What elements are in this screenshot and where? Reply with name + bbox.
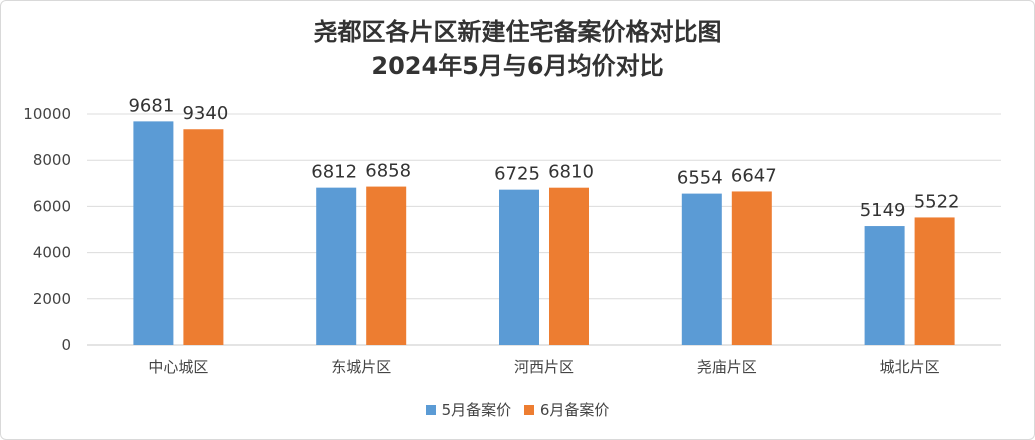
- x-tick-label: 东城片区: [331, 358, 391, 376]
- data-label: 6810: [548, 162, 594, 183]
- legend-label-june: 6月备案价: [539, 401, 610, 419]
- data-label: 6812: [311, 162, 357, 183]
- y-tick-label: 6000: [33, 197, 71, 215]
- bar-may: [499, 189, 539, 345]
- data-label: 9681: [128, 95, 174, 116]
- data-labels: 9681 9340 6812 6858 6725 6810 6554 6647 5149 5522: [128, 95, 959, 221]
- legend-swatch-may: [425, 404, 436, 415]
- data-label: 9340: [182, 103, 228, 124]
- bar-june: [366, 186, 407, 345]
- x-tick-label: 中心城区: [148, 358, 208, 376]
- y-tick-label: 0: [61, 336, 71, 354]
- data-label: 6554: [677, 168, 723, 189]
- legend-swatch-june: [523, 404, 534, 415]
- y-tick-label: 2000: [33, 290, 71, 308]
- bar-june: [183, 129, 224, 345]
- data-label: 6725: [494, 164, 540, 185]
- y-tick-label: 10000: [23, 105, 71, 123]
- data-label: 5522: [914, 191, 960, 212]
- x-tick-label: 尧庙片区: [697, 358, 757, 376]
- bar-may: [316, 187, 357, 345]
- chart-title: 尧都区各片区新建住宅备案价格对比图: [313, 18, 722, 46]
- chart-title-block: 尧都区各片区新建住宅备案价格对比图 2024年5月与6月均价对比: [1, 15, 1034, 83]
- bar-may: [681, 193, 722, 345]
- x-tick-label: 河西片区: [514, 358, 574, 376]
- legend: 5月备案价 6月备案价: [1, 399, 1034, 420]
- x-tick-label: 城北片区: [880, 358, 940, 376]
- gridlines: [87, 113, 1001, 346]
- bar-june: [914, 217, 955, 345]
- data-label: 5149: [860, 200, 906, 221]
- bars: [133, 121, 955, 345]
- data-label: 6647: [731, 165, 777, 186]
- bar-may: [864, 226, 905, 345]
- bar-june: [731, 191, 772, 345]
- x-axis: 中心城区 东城片区 河西片区 尧庙片区 城北片区: [148, 358, 939, 376]
- y-tick-label: 8000: [33, 151, 71, 169]
- legend-item-june: 6月备案价: [523, 399, 610, 420]
- chart-subtitle: 2024年5月与6月均价对比: [371, 52, 664, 80]
- y-axis: 0 2000 4000 6000 8000 10000: [23, 105, 71, 354]
- legend-label-may: 5月备案价: [441, 401, 512, 419]
- bar-may: [133, 121, 174, 345]
- legend-item-may: 5月备案价: [425, 399, 512, 420]
- data-label: 6858: [365, 161, 411, 182]
- y-tick-label: 4000: [33, 244, 71, 262]
- bar-june: [549, 187, 589, 345]
